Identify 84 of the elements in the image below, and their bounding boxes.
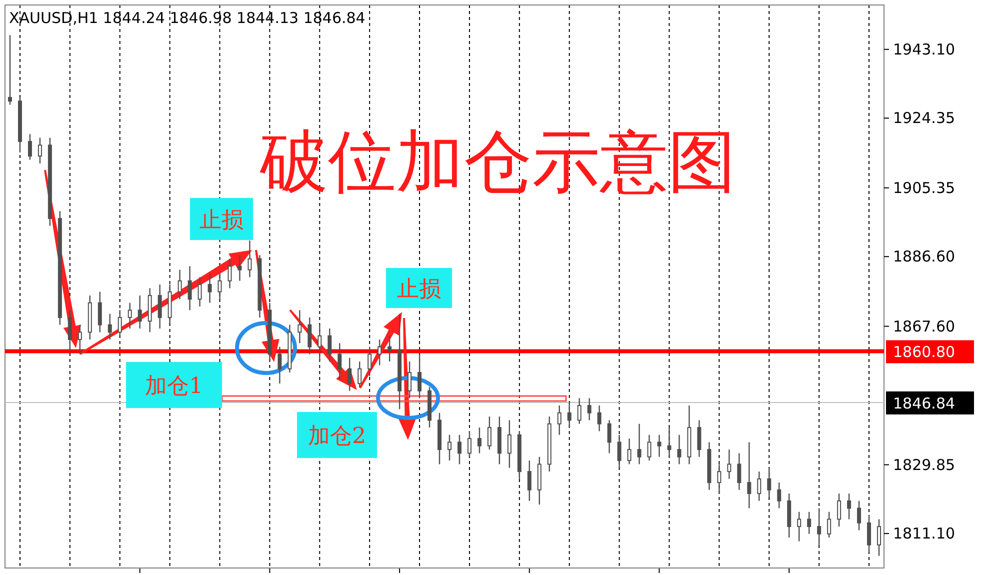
candlestick [617,434,622,468]
annotation: 加仓1 [145,374,203,399]
candlestick [597,404,602,432]
candlestick [178,269,182,300]
candlestick [627,438,632,465]
candlestick [68,310,72,352]
candlestick [647,434,652,462]
candlestick [837,492,842,528]
candlestick [457,434,462,465]
candlestick [198,276,202,308]
candlestick [737,452,742,490]
chart-subtitle: XAUUSD,H1 1844.24 1846.98 1844.13 1846.84 [9,9,366,27]
candlestick [577,398,582,424]
candlestick [118,310,122,336]
candlestick [368,346,372,377]
candlestick [717,464,722,494]
candlestick [807,511,812,534]
candlestick [218,272,222,300]
candlestick [128,302,132,330]
candlestick [408,360,412,399]
candlestick [667,426,672,458]
candlestick [208,272,212,304]
candlestick [158,284,162,330]
candlestick [817,508,822,546]
ref-line-label: 1860.80 [893,343,956,362]
annotation: 止损 [200,208,244,233]
candlestick [587,398,592,421]
candlestick [527,460,532,502]
candlestick [248,240,252,278]
candlestick [847,492,852,520]
candlestick [777,482,782,509]
candlestick [388,335,392,362]
candlestick [238,254,242,282]
candlestick [418,354,422,399]
candlestick [8,34,12,106]
y-tick-label: 1867.60 [893,317,956,336]
candlestick [28,134,32,160]
candlestick [358,360,362,388]
y-tick-label: 1905.35 [893,178,956,197]
y-tick-label: 1886.60 [893,248,956,266]
candlestick [477,426,482,454]
candlestick [447,434,452,462]
candlestick [607,420,612,454]
text: 破位加仓示意图 [259,123,736,202]
annotation: 止损 [397,277,441,302]
candlestick [278,346,282,384]
candlestick [877,518,882,556]
candlestick [298,310,302,344]
candlestick [637,423,642,465]
candlestick [188,266,192,311]
ref-line-label: 1846.84 [893,394,956,412]
candlestick [657,434,662,458]
candlestick [378,338,382,366]
candlestick [507,420,512,468]
candlestick [747,442,752,509]
y-tick-label: 1811.10 [893,524,956,543]
candlestick [38,137,42,164]
candlestick [308,316,312,355]
candlestick [767,467,772,498]
candlestick [467,430,472,458]
candlestick [348,357,352,392]
candlestick [318,324,322,362]
candlestick [78,324,82,355]
y-tick-label: 1943.10 [893,40,956,58]
candlestick [827,511,832,538]
candlestick [567,401,572,428]
candlestick [328,328,332,362]
candlestick [857,500,862,531]
candlestick [727,448,732,480]
y-tick-label: 1829.85 [893,456,956,474]
annotation: 加仓2 [308,424,366,449]
candlestick [108,313,112,340]
candlestick [138,294,142,330]
candlestick [867,514,872,553]
candlestick [487,416,492,450]
candlestick [797,511,802,542]
candlestick [98,291,102,333]
candlestick [228,258,232,289]
candlestick [757,470,762,502]
candlestick [677,434,682,465]
candlestick [338,342,342,380]
y-tick-label: 1924.35 [893,109,956,128]
candlestick [697,420,702,458]
candlestick [557,404,562,436]
